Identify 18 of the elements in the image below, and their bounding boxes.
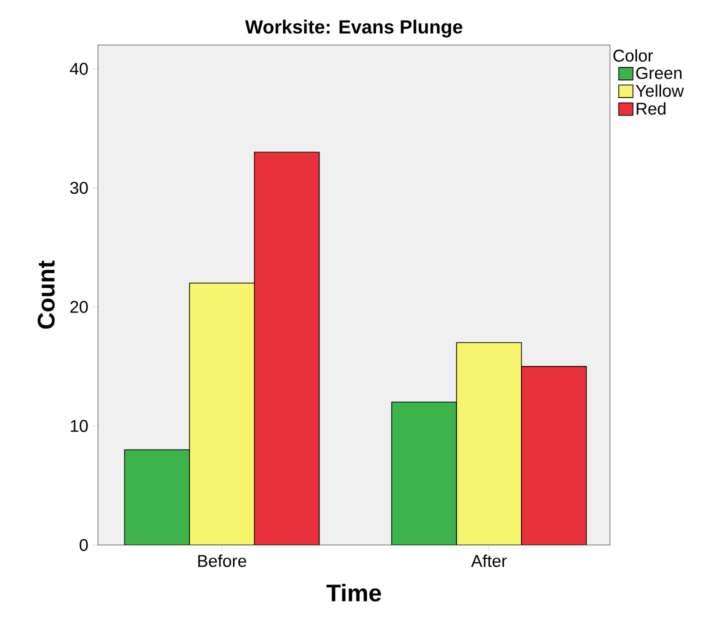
legend-title: Color [613,49,653,62]
y-tick-label: 40 [70,62,88,75]
x-tick-label: After [471,554,507,568]
legend-label: Green [636,67,682,80]
x-axis-title: Time [326,584,381,602]
legend-label: Red [636,102,666,115]
legend-label: Yellow [636,84,684,97]
y-tick-label: 30 [70,182,88,194]
y-tick-label: 20 [70,300,88,313]
bar [189,282,255,545]
bar [391,402,457,545]
bar [124,449,190,545]
y-tick-label: 0 [80,538,88,552]
chart-title: Worksite: Evans Plunge [245,20,462,38]
y-tick-label: 10 [70,420,88,432]
x-tick-label: Before [198,554,246,568]
bar [456,342,522,545]
y-axis-title: Count [38,260,55,329]
